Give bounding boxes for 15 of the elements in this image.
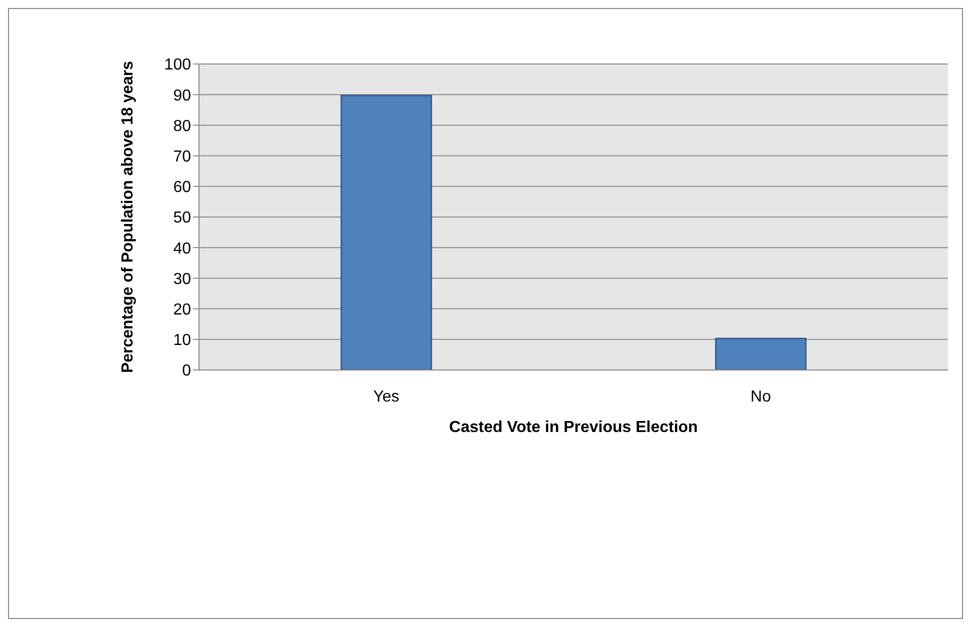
y-tick-label: 0 xyxy=(182,362,192,380)
y-tick-label: 40 xyxy=(173,240,192,258)
x-axis-title: Casted Vote in Previous Election xyxy=(449,419,698,436)
x-tick-label: No xyxy=(750,388,772,406)
y-tick-label: 100 xyxy=(164,56,192,74)
y-tick-label: 30 xyxy=(173,270,192,288)
y-tick-label: 20 xyxy=(173,301,192,318)
y-tick-label: 10 xyxy=(173,332,192,350)
y-tick-label: 70 xyxy=(173,148,192,166)
y-axis-title: Percentage of Population above 18 years xyxy=(120,60,137,374)
y-tick-label: 50 xyxy=(173,210,192,227)
y-tick-label: 90 xyxy=(173,87,192,104)
x-tick-label: Yes xyxy=(373,388,400,406)
y-tick-label: 60 xyxy=(173,179,192,196)
y-tick-label: 80 xyxy=(173,118,192,135)
